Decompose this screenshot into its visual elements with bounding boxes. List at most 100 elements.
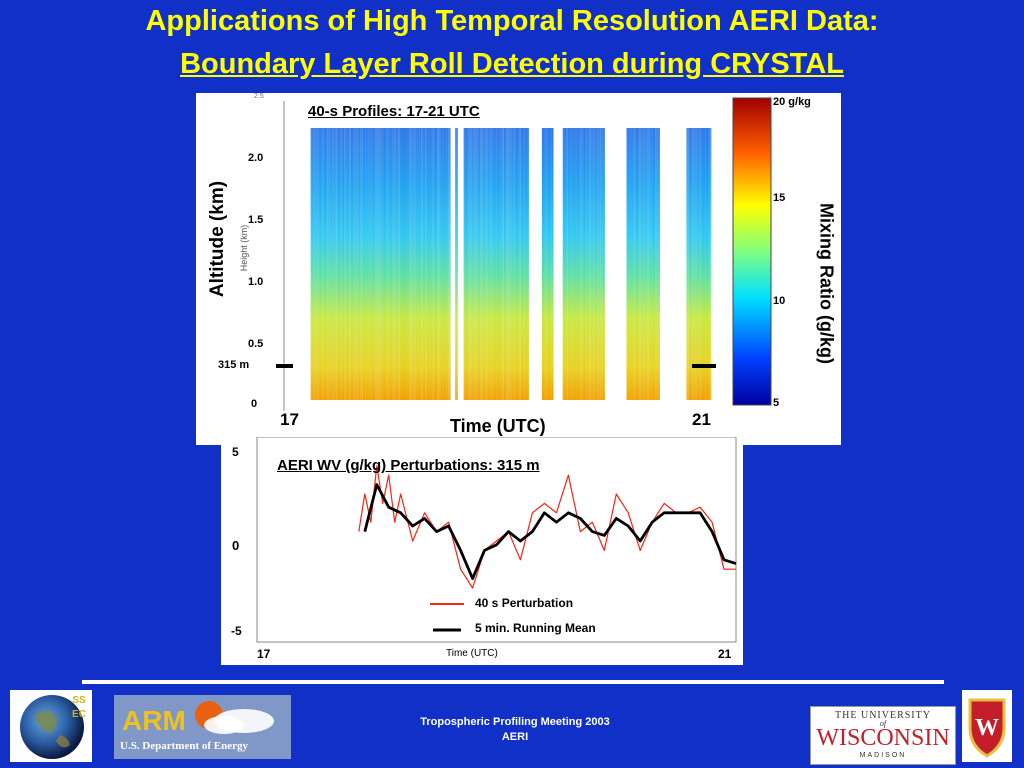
heatmap-column	[510, 128, 512, 400]
heatmap-column	[486, 128, 489, 400]
heatmap-column	[600, 128, 603, 400]
heatmap-column	[697, 128, 700, 400]
heatmap-column	[385, 128, 387, 400]
series-5min-running-mean	[363, 483, 737, 581]
heatmap-column	[384, 128, 386, 400]
plot-frame	[256, 437, 737, 643]
heatmap-column	[412, 128, 414, 400]
ts-x-start: 17	[257, 647, 271, 661]
y-tick-0-5: 0.5	[248, 338, 264, 350]
heatmap-column	[373, 128, 375, 400]
heatmap-column	[637, 128, 640, 400]
heatmap-column	[701, 128, 703, 400]
heatmap-column	[490, 128, 493, 400]
heatmap-column	[565, 128, 567, 400]
heatmap-column	[504, 128, 506, 400]
heatmap-column	[469, 128, 472, 400]
heatmap-column	[468, 128, 471, 400]
heatmap-column	[543, 128, 545, 400]
heatmap-column	[650, 128, 653, 400]
heatmap-column	[505, 128, 507, 400]
series-40s-perturbation	[358, 465, 736, 589]
ts-xlabel: Time (UTC)	[446, 648, 498, 659]
heatmap-column	[484, 128, 487, 400]
heatmap-column	[376, 128, 379, 400]
heatmap-column	[420, 128, 423, 400]
heatmap-column	[473, 128, 476, 400]
heatmap-column	[331, 128, 334, 400]
heatmap-column	[636, 128, 638, 400]
x-start-label: 17	[280, 410, 299, 429]
heatmap-column	[567, 128, 570, 400]
heatmap-column	[481, 128, 484, 400]
uw-line2: of	[879, 719, 887, 728]
y-tick-2-0: 2.0	[248, 152, 264, 164]
heatmap-column	[563, 128, 566, 400]
heatmap-column	[363, 128, 365, 400]
heatmap-column	[544, 128, 547, 400]
colorbar-tick-10: 10	[773, 295, 786, 307]
uw-line3: WISCONSIN	[816, 725, 950, 751]
colorbar-tick-20: 20 g/kg	[773, 96, 811, 108]
heatmap-column	[485, 128, 488, 400]
heatmap-column	[494, 128, 496, 400]
heatmap-column	[435, 128, 438, 400]
heatmap-column	[572, 128, 575, 400]
heatmap-column	[375, 128, 378, 400]
heatmap-column	[325, 128, 328, 400]
heatmap-column	[586, 128, 588, 400]
heatmap-column	[489, 128, 492, 400]
heatmap-column	[395, 128, 397, 400]
heatmap-column	[315, 128, 318, 400]
heatmap-column	[354, 128, 357, 400]
footer-text: Tropospheric Profiling Meeting 2003 AERI	[380, 715, 650, 745]
arm-doe-logo: ARM U.S. Department of Energy	[114, 695, 291, 759]
heatmap-column	[404, 128, 407, 400]
heatmap-column	[688, 128, 691, 400]
heatmap-column	[582, 128, 585, 400]
heatmap-svg	[276, 97, 772, 411]
heatmap-column	[523, 128, 526, 400]
heatmap-column	[358, 128, 361, 400]
heatmap-title: 40-s Profiles: 17-21 UTC	[308, 103, 480, 120]
heatmap-column	[424, 128, 427, 400]
ts-x-end: 21	[718, 647, 732, 661]
heatmap-column	[576, 128, 578, 400]
heatmap-column	[631, 128, 634, 400]
heatmap-column	[414, 128, 417, 400]
heatmap-column	[492, 128, 495, 400]
heatmap-column	[497, 128, 500, 400]
heatmap-column	[690, 128, 692, 400]
heatmap-column	[480, 128, 483, 400]
heatmap-column	[393, 128, 396, 400]
heatmap-column	[652, 128, 654, 400]
heatmap-column	[445, 128, 447, 400]
heatmap-column	[317, 128, 320, 400]
heatmap-column	[364, 128, 367, 400]
heatmap-column	[322, 128, 325, 400]
sun-cloud-icon	[114, 695, 291, 759]
heatmap-column	[365, 128, 368, 400]
heatmap-column	[355, 128, 358, 400]
heatmap-column	[456, 128, 458, 400]
heatmap-column	[578, 128, 581, 400]
heatmap-column	[409, 128, 412, 400]
heatmap-column	[439, 128, 441, 400]
heatmap-column	[422, 128, 424, 400]
heatmap-column	[541, 128, 544, 400]
heatmap-column	[377, 128, 380, 400]
heatmap-column	[371, 128, 374, 400]
heatmap-column	[343, 128, 346, 400]
ts-y-tick-neg5: -5	[231, 624, 242, 638]
uw-crest: W	[962, 690, 1012, 762]
heatmap-column	[502, 128, 505, 400]
heatmap-column	[566, 128, 569, 400]
legend-label-running-mean: 5 min. Running Mean	[475, 621, 596, 635]
heatmap-column	[413, 128, 416, 400]
heatmap-column	[382, 128, 385, 400]
heatmap-column	[483, 128, 485, 400]
heatmap-column	[499, 128, 501, 400]
heatmap-column	[447, 128, 450, 400]
y-tick-0: 0	[251, 398, 258, 410]
heatmap-column	[577, 128, 580, 400]
